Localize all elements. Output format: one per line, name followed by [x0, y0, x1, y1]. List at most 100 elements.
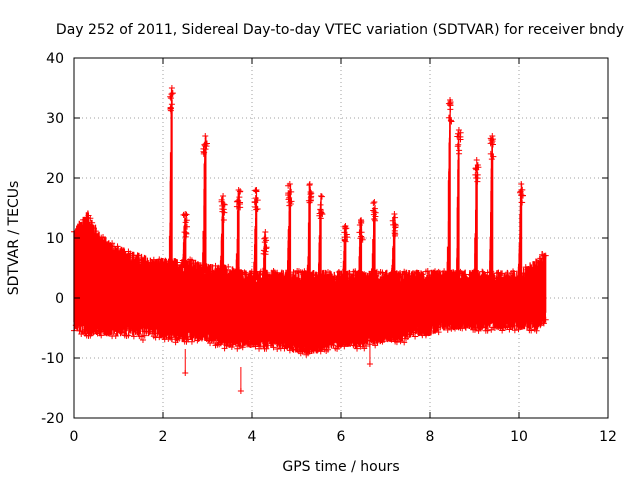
spike-cluster [233, 187, 244, 281]
data-point [424, 268, 431, 275]
data-point [118, 248, 125, 255]
data-point [253, 206, 260, 213]
data-point [74, 324, 81, 331]
data-point [239, 344, 246, 351]
data-point [415, 270, 422, 277]
data-point [223, 342, 230, 349]
data-point [207, 340, 214, 347]
data-point [318, 193, 325, 200]
data-point [130, 333, 137, 340]
data-point [125, 332, 132, 339]
x-tick-label: 10 [510, 429, 528, 445]
data-point [252, 187, 259, 194]
data-point [371, 217, 378, 224]
data-point [257, 343, 264, 350]
data-point [371, 208, 378, 215]
data-point [462, 324, 469, 331]
data-point [259, 337, 266, 344]
y-tick-label: 40 [46, 51, 64, 67]
data-point [499, 327, 506, 334]
data-point [94, 330, 101, 337]
data-point [341, 343, 348, 350]
data-point [272, 337, 279, 344]
data-point [223, 267, 230, 274]
data-point [428, 324, 435, 331]
spike-stroke [261, 232, 267, 282]
spike-stroke [390, 215, 396, 284]
data-point [74, 228, 81, 235]
data-point [410, 329, 417, 336]
data-point [370, 336, 377, 343]
data-point [356, 229, 363, 236]
data-point [292, 274, 299, 281]
data-point [96, 327, 103, 334]
data-point [109, 240, 116, 247]
spike-cluster [180, 211, 190, 271]
data-point [341, 237, 348, 244]
data-point [228, 344, 235, 351]
data-point [399, 331, 406, 338]
y-tick-label: -10 [41, 351, 64, 367]
data-point [395, 332, 402, 339]
data-point [391, 211, 398, 217]
data-point [192, 333, 199, 340]
data-point [324, 346, 331, 353]
data-point [474, 161, 481, 168]
data-point [435, 329, 442, 336]
data-point [422, 332, 429, 339]
data-point [339, 338, 346, 345]
data-point [194, 337, 201, 344]
data-point [377, 333, 384, 340]
data-point [232, 338, 239, 345]
data-point [285, 192, 292, 199]
data-point [203, 140, 210, 147]
data-point [481, 321, 488, 328]
data-point [540, 320, 547, 327]
data-point [101, 326, 108, 333]
data-point [419, 271, 426, 278]
spike-cluster [445, 97, 455, 283]
x-tick-label: 6 [337, 429, 346, 445]
data-point [504, 323, 511, 330]
data-point [542, 252, 549, 259]
data-point [477, 276, 484, 283]
data-point [384, 276, 391, 283]
data-point [174, 259, 181, 266]
data-point [78, 223, 85, 230]
data-point [474, 171, 481, 178]
data-point [474, 178, 481, 185]
axis-ticks: 0 2 4 6 8 10 12 -20 -10 0 10 20 30 40 [41, 51, 617, 445]
data-point [389, 217, 396, 224]
data-point [156, 256, 163, 263]
data-point [168, 336, 175, 343]
spike-cluster [487, 133, 497, 281]
data-point [454, 143, 461, 150]
data-point [342, 238, 349, 245]
data-point [450, 269, 457, 276]
data-point [354, 345, 361, 352]
data-point [317, 348, 324, 355]
data-point [316, 210, 323, 217]
data-point [219, 337, 226, 344]
data-point [381, 274, 388, 281]
data-point [358, 217, 365, 223]
data-point [319, 211, 326, 218]
spike-stroke [201, 136, 207, 276]
data-point [161, 336, 168, 343]
data-point [424, 326, 431, 333]
spike-cluster [316, 193, 326, 282]
data-point [89, 219, 96, 226]
x-tick-label: 0 [70, 429, 79, 445]
spike-stroke [253, 191, 258, 284]
spike-stroke [285, 183, 292, 282]
spike-cluster [285, 181, 295, 282]
data-point [188, 257, 195, 264]
chart-title: Day 252 of 2011, Sidereal Day-to-day VTE… [56, 22, 624, 38]
data-point [473, 157, 480, 163]
data-point [262, 234, 269, 241]
data-point [220, 216, 227, 223]
data-point [410, 270, 417, 277]
data-point [455, 130, 462, 137]
data-point [348, 274, 355, 281]
spike-stroke [517, 182, 523, 281]
